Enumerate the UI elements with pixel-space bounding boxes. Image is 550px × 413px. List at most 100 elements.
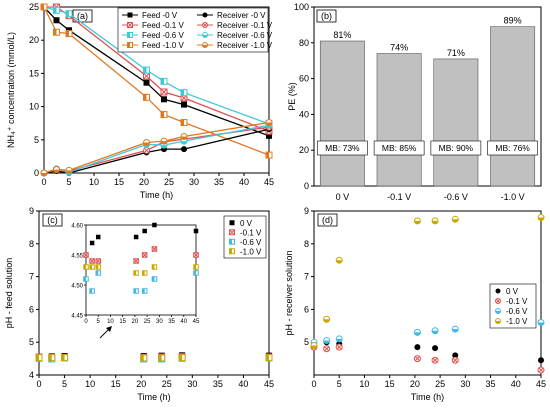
data-point — [65, 10, 73, 18]
inset-data-point — [133, 234, 139, 240]
y-tick-label: 40 — [299, 109, 309, 119]
data-point — [266, 132, 272, 139]
x-tick-label: 45 — [536, 379, 546, 389]
x-tick-label: -0.6 V — [444, 192, 468, 202]
inset-x-tick-label: 25 — [144, 319, 151, 325]
series — [311, 339, 544, 364]
inset-y-tick-label: 4.55 — [71, 254, 83, 260]
mb-label: MB: 85% — [382, 143, 417, 153]
data-point — [323, 337, 331, 345]
legend-label: Receiver -1.0 V — [217, 41, 273, 50]
x-tick-label: 40 — [511, 379, 521, 389]
inset-x-tick-label: 10 — [107, 319, 114, 325]
data-point — [537, 319, 545, 327]
data-point — [160, 111, 168, 119]
data-point — [40, 169, 48, 177]
panel-label: (c) — [47, 215, 58, 225]
y-tick-label: 10 — [29, 102, 39, 112]
data-point — [335, 343, 343, 351]
inset-data-point — [133, 258, 139, 264]
inset-data-point — [89, 264, 95, 270]
y-tick-label: 7 — [304, 272, 309, 282]
inset-data-point — [152, 222, 157, 228]
bar-value-label: 71% — [447, 48, 465, 58]
x-tick-label: 30 — [460, 379, 470, 389]
x-axis-label: Time (h) — [411, 392, 444, 402]
y-tick-label: 20 — [29, 35, 39, 45]
series — [40, 3, 273, 159]
x-tick-label: 35 — [214, 177, 224, 187]
data-point — [537, 214, 545, 222]
x-tick-label: 45 — [264, 379, 274, 389]
y-tick-label: 15 — [29, 68, 39, 78]
inset-x-tick-label: 30 — [156, 319, 163, 325]
bar-value-label: 81% — [333, 30, 351, 40]
data-point — [53, 6, 60, 14]
legend-marker — [229, 238, 235, 245]
data-point — [140, 354, 148, 362]
data-point — [181, 101, 187, 108]
legend-label: -1.0 V — [506, 317, 528, 326]
plot-2: 0 20 40 60 80 100 PE (%) 81% MB: 73% 0 V 74% MB: 85… — [287, 2, 542, 202]
legend-marker — [202, 42, 208, 48]
legend-marker — [127, 12, 133, 18]
inset-data-point — [151, 264, 158, 270]
x-tick-label: 35 — [486, 379, 496, 389]
legend-label: Feed -1.0 V — [142, 41, 184, 50]
data-point — [65, 166, 73, 174]
mb-box — [373, 140, 425, 156]
data-point — [160, 77, 168, 85]
inset-series — [83, 246, 199, 264]
inset-data-point — [89, 240, 95, 246]
y-tick-label: 9 — [304, 206, 309, 216]
series — [40, 119, 273, 177]
y-tick-label: 100 — [294, 2, 309, 12]
data-point — [335, 335, 343, 343]
inset-x-tick-label: 45 — [193, 319, 200, 325]
data-point — [265, 151, 273, 159]
legend-marker — [202, 22, 208, 28]
bar — [490, 26, 536, 187]
panel-label: (a) — [77, 11, 88, 21]
y-tick-label: 6 — [304, 304, 309, 314]
inset-x-tick-label: 35 — [168, 319, 175, 325]
y-axis-label: NH₄⁺ concentration (mmol/L) — [6, 32, 16, 148]
x-tick-label: 20 — [136, 379, 146, 389]
x-tick-label: 25 — [164, 177, 174, 187]
legend-label: -0.6 V — [240, 238, 262, 247]
data-point — [180, 119, 188, 127]
x-tick-label: 5 — [66, 177, 71, 187]
panel-label-box — [42, 213, 63, 227]
inset-data-point — [151, 246, 158, 252]
series-line — [43, 128, 270, 174]
data-point — [451, 356, 459, 364]
inset-plot: 0 5 10 15 20 25 30 35 40 45 4.45 4.50 4.55 4.60 — [71, 222, 200, 325]
data-point — [414, 344, 421, 351]
series — [40, 3, 273, 128]
y-tick-label: 7 — [29, 272, 34, 282]
inset-y-tick-label: 4.60 — [71, 224, 83, 230]
inset-x-tick-label: 20 — [132, 319, 139, 325]
y-axis-label: pH - receiver solution — [284, 250, 294, 335]
x-tick-label: 10 — [359, 379, 369, 389]
data-point — [431, 327, 439, 335]
data-point — [180, 132, 188, 140]
legend-label: Feed -0 V — [142, 11, 178, 20]
inset-data-point — [83, 276, 89, 282]
data-point — [310, 341, 318, 349]
inset-data-point — [141, 252, 148, 258]
data-point — [161, 96, 167, 103]
series — [35, 354, 273, 362]
data-point — [160, 88, 168, 96]
x-tick-label: 40 — [239, 177, 249, 187]
data-point — [35, 354, 43, 362]
plot-frame — [38, 210, 270, 376]
plot-frame — [313, 210, 542, 376]
legend-marker — [495, 308, 501, 314]
x-tick-label: 25 — [162, 379, 172, 389]
series — [35, 353, 273, 361]
legend-label: -1.0 V — [240, 247, 262, 256]
legend-marker — [127, 22, 133, 28]
bar-value-label: 74% — [390, 43, 408, 53]
legend-label: 0 V — [506, 287, 519, 296]
